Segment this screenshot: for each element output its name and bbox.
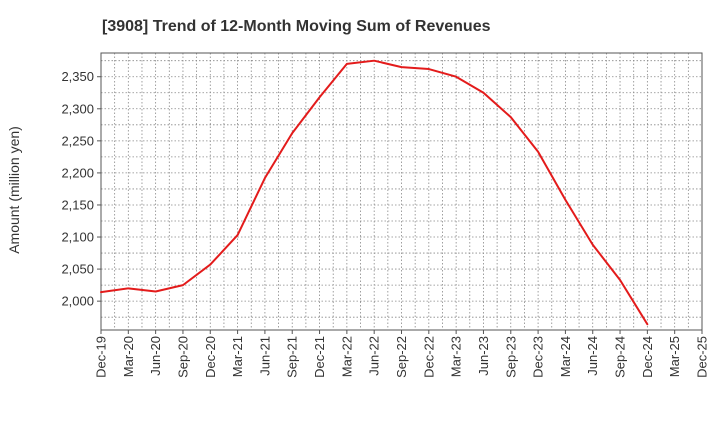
x-tick-label: Jun-20 — [148, 336, 163, 376]
x-tick-label: Mar-23 — [449, 336, 464, 377]
y-tick-label: 2,150 — [61, 197, 94, 212]
x-tick-label: Dec-24 — [640, 336, 655, 378]
x-tick-label: Jun-24 — [585, 336, 600, 376]
x-tick-label: Mar-24 — [558, 336, 573, 377]
y-tick-label: 2,350 — [61, 69, 94, 84]
x-tick-label: Dec-19 — [94, 336, 109, 378]
grid — [101, 53, 702, 330]
series-group — [100, 59, 649, 326]
x-tick-label: Dec-21 — [312, 336, 327, 378]
y-tick-label: 2,300 — [61, 101, 94, 116]
x-tick-label: Dec-25 — [695, 336, 710, 378]
x-tick-label: Sep-22 — [394, 336, 409, 378]
y-tick-label: 2,200 — [61, 165, 94, 180]
x-tick-label: Dec-23 — [531, 336, 546, 378]
y-tick-label: 2,050 — [61, 262, 94, 277]
x-tick-label: Dec-22 — [421, 336, 436, 378]
x-tick-label: Sep-21 — [285, 336, 300, 378]
x-tick-label: Sep-23 — [503, 336, 518, 378]
x-tick-label: Jun-23 — [476, 336, 491, 376]
series-line — [100, 59, 649, 326]
x-tick-label: Mar-20 — [121, 336, 136, 377]
x-tick-label: Mar-25 — [667, 336, 682, 377]
x-tick-label: Mar-21 — [230, 336, 245, 377]
x-tick-label: Sep-20 — [175, 336, 190, 378]
x-tick-label: Jun-21 — [257, 336, 272, 376]
y-tick-label: 2,100 — [61, 230, 94, 245]
x-tick-label: Jun-22 — [367, 336, 382, 376]
x-axis-ticks: Dec-19 Mar-20 Jun-20 Sep-20 Dec-20 Mar-21 Jun-… — [94, 330, 710, 378]
y-tick-label: 2,250 — [61, 133, 94, 148]
chart-title: [3908] Trend of 12-Month Moving Sum of R… — [102, 18, 491, 35]
y-axis-ticks: 2,000 2,050 2,100 2,150 2,200 2,250 2,300 2,350 — [61, 69, 101, 309]
y-axis-label: Amount (million yen) — [6, 126, 22, 254]
x-tick-label: Sep-24 — [613, 336, 628, 378]
y-tick-label: 2,000 — [61, 294, 94, 309]
x-tick-label: Dec-20 — [203, 336, 218, 378]
x-tick-label: Mar-22 — [339, 336, 354, 377]
